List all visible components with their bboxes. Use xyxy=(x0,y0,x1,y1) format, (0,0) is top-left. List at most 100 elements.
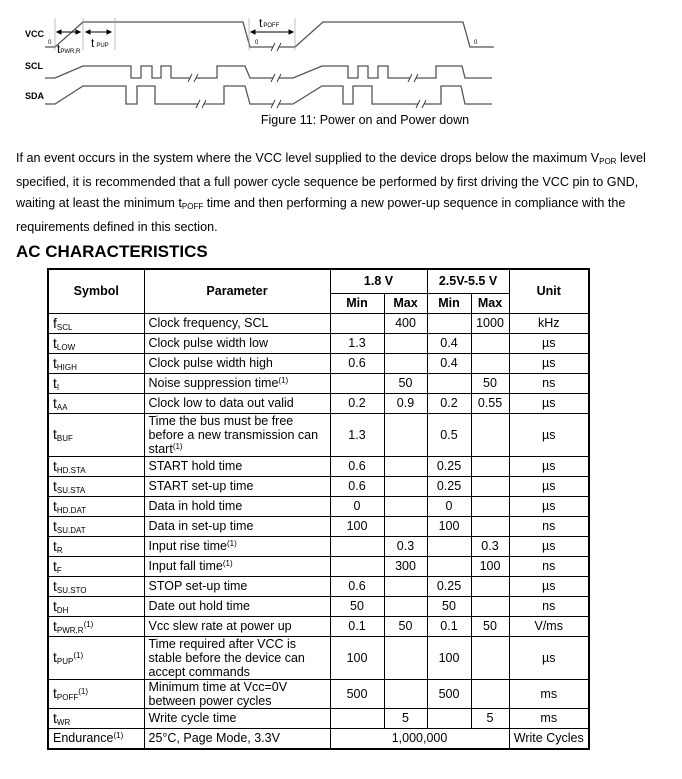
unit-cell: Write Cycles xyxy=(508,727,590,749)
min18-cell: 100 xyxy=(329,515,385,537)
unit-cell: µs xyxy=(508,635,590,680)
parameter-cell: Date out hold time xyxy=(143,595,331,617)
unit-cell: ns xyxy=(508,515,590,537)
parameter-cell: 25°C, Page Mode, 3.3V xyxy=(143,727,331,749)
max25-cell: 0.3 xyxy=(470,535,510,557)
t-poff-label: tPOFF xyxy=(259,16,280,30)
table-row: tI Noise suppression time(1) 50 50 ns xyxy=(47,372,590,394)
max25-cell: 0.55 xyxy=(470,392,510,414)
unit-cell: µs xyxy=(508,352,590,374)
min18-cell xyxy=(329,372,385,394)
unit-cell: µs xyxy=(508,475,590,497)
max18-cell xyxy=(383,412,428,457)
symbol-cell: tHIGH xyxy=(47,352,145,374)
header-symbol: Symbol xyxy=(47,268,145,314)
scl-label: SCL xyxy=(25,61,44,71)
min18-cell xyxy=(329,312,385,334)
break-marks xyxy=(187,42,427,109)
symbol-cell: tI xyxy=(47,372,145,394)
table-row: tPUP(1) Time required after VCC is stable… xyxy=(47,635,590,680)
parameter-cell: Write cycle time xyxy=(143,707,331,729)
max18-cell: 0.9 xyxy=(383,392,428,414)
table-row: tPWR,R(1) Vcc slew rate at power up 0.1 50 0… xyxy=(47,615,590,637)
t-pwr-r-label: tPWR,R xyxy=(57,42,81,56)
header-parameter: Parameter xyxy=(143,268,331,314)
min25-cell xyxy=(426,372,472,394)
table-row: tSU.DAT Data in set-up time 100 100 ns xyxy=(47,515,590,537)
scl-waveform xyxy=(45,65,492,79)
symbol-cell: tWR xyxy=(47,707,145,729)
unit-cell: ns xyxy=(508,595,590,617)
unit-cell: µs xyxy=(508,535,590,557)
ac-characteristics-table: Symbol Parameter 1.8 V 2.5V-5.5 V Unit M… xyxy=(47,268,590,750)
min25-cell: 0.4 xyxy=(426,332,472,354)
parameter-cell: START hold time xyxy=(143,455,331,477)
parameter-cell: Input rise time(1) xyxy=(143,535,331,557)
max18-cell xyxy=(383,352,428,374)
unit-cell: ms xyxy=(508,678,590,709)
max18-cell: 50 xyxy=(383,615,428,637)
parameter-cell: START set-up time xyxy=(143,475,331,497)
section-heading: AC CHARACTERISTICS xyxy=(16,242,208,261)
max25-cell: 50 xyxy=(470,615,510,637)
max18-cell xyxy=(383,595,428,617)
min25-cell: 0.1 xyxy=(426,615,472,637)
unit-cell: µs xyxy=(508,575,590,597)
max18-cell xyxy=(383,635,428,680)
parameter-cell: Time the bus must be free before a new t… xyxy=(143,412,331,457)
min25-cell xyxy=(426,535,472,557)
endurance-value: 1,000,000 xyxy=(329,727,510,749)
symbol-cell: tSU.DAT xyxy=(47,515,145,537)
max25-cell: 5 xyxy=(470,707,510,729)
table-row: tR Input rise time(1) 0.3 0.3 µs xyxy=(47,535,590,557)
min25-cell: 0.25 xyxy=(426,475,472,497)
max25-cell xyxy=(470,515,510,537)
sda-waveform xyxy=(45,85,492,105)
min18-cell: 0.2 xyxy=(329,392,385,414)
header-2v5-5v5: 2.5V-5.5 V xyxy=(426,268,510,294)
zero-label: 0 xyxy=(48,40,52,46)
table-row: tSU.STO STOP set-up time 0.6 0.25 µs xyxy=(47,575,590,597)
header-min: Min xyxy=(426,292,472,314)
unit-cell: µs xyxy=(508,495,590,517)
zero-label: 0 xyxy=(474,40,478,46)
min25-cell xyxy=(426,707,472,729)
parameter-cell: Time required after VCC is stable before… xyxy=(143,635,331,680)
min18-cell: 500 xyxy=(329,678,385,709)
parameter-cell: STOP set-up time xyxy=(143,575,331,597)
min25-cell: 50 xyxy=(426,595,472,617)
symbol-cell: tLOW xyxy=(47,332,145,354)
max18-cell: 0.3 xyxy=(383,535,428,557)
table-row: tHD.STA START hold time 0.6 0.25 µs xyxy=(47,455,590,477)
max25-cell xyxy=(470,495,510,517)
power-cycle-paragraph: If an event occurs in the system where t… xyxy=(16,151,646,234)
table-row: tSU.STA START set-up time 0.6 0.25 µs xyxy=(47,475,590,497)
sda-label: SDA xyxy=(25,91,45,101)
symbol-cell: tPOFF(1) xyxy=(47,678,145,709)
min25-cell: 0.25 xyxy=(426,575,472,597)
min25-cell: 100 xyxy=(426,515,472,537)
max25-cell: 1000 xyxy=(470,312,510,334)
parameter-cell: Minimum time at Vcc=0V between power cyc… xyxy=(143,678,331,709)
table-row-endurance: Endurance(1) 25°C, Page Mode, 3.3V 1,000… xyxy=(47,727,590,749)
vcc-label: VCC xyxy=(25,29,45,39)
table-row: tAA Clock low to data out valid 0.2 0.9 0.2 0… xyxy=(47,392,590,414)
min18-cell xyxy=(329,535,385,557)
symbol-cell: Endurance(1) xyxy=(47,727,145,749)
max25-cell xyxy=(470,352,510,374)
table-row: tBUF Time the bus must be free before a n… xyxy=(47,412,590,457)
min25-cell: 0.25 xyxy=(426,455,472,477)
min18-cell: 0 xyxy=(329,495,385,517)
max18-cell xyxy=(383,575,428,597)
unit-cell: kHz xyxy=(508,312,590,334)
symbol-cell: tAA xyxy=(47,392,145,414)
max25-cell: 100 xyxy=(470,555,510,577)
symbol-cell: tHD.DAT xyxy=(47,495,145,517)
min25-cell xyxy=(426,555,472,577)
max18-cell xyxy=(383,678,428,709)
max18-cell xyxy=(383,515,428,537)
symbol-cell: fSCL xyxy=(47,312,145,334)
symbol-cell: tHD.STA xyxy=(47,455,145,477)
unit-cell: ns xyxy=(508,372,590,394)
figure-caption: Figure 11: Power on and Power down xyxy=(260,113,470,127)
